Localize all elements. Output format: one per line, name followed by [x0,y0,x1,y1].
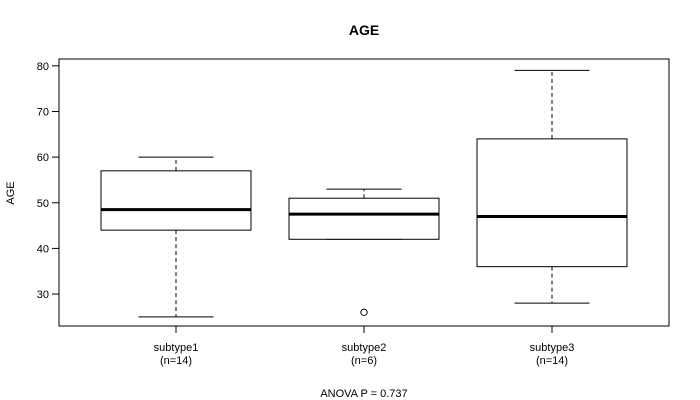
x-category-label: subtype2 [342,342,387,354]
y-axis: 30 40 50 60 70 80 [37,61,60,301]
box-subtype3 [476,69,628,304]
y-tick-label: 30 [37,289,49,301]
boxes-group [100,69,628,318]
y-tick-label: 70 [37,106,49,118]
iqr-box [100,170,252,231]
x-category-label: subtype3 [530,342,575,354]
box-subtype2 [288,188,440,317]
x-count-label: (n=14) [160,355,192,367]
y-tick-label: 80 [37,61,49,73]
x-axis: subtype1(n=14)subtype2(n=6)subtype3(n=14… [154,325,575,367]
y-tick-label: 60 [37,152,49,164]
y-axis-label: AGE [5,181,17,204]
x-count-label: (n=6) [351,355,377,367]
anova-p-label: ANOVA P = 0.737 [320,388,407,400]
outlier-point [360,308,368,317]
y-tick-label: 50 [37,198,49,210]
y-tick-label: 40 [37,243,49,255]
x-category-label: subtype1 [154,342,199,354]
iqr-box [288,197,440,240]
x-count-label: (n=14) [536,355,568,367]
iqr-box [476,138,628,268]
box-subtype1 [100,156,252,318]
chart-title: AGE [349,22,379,38]
